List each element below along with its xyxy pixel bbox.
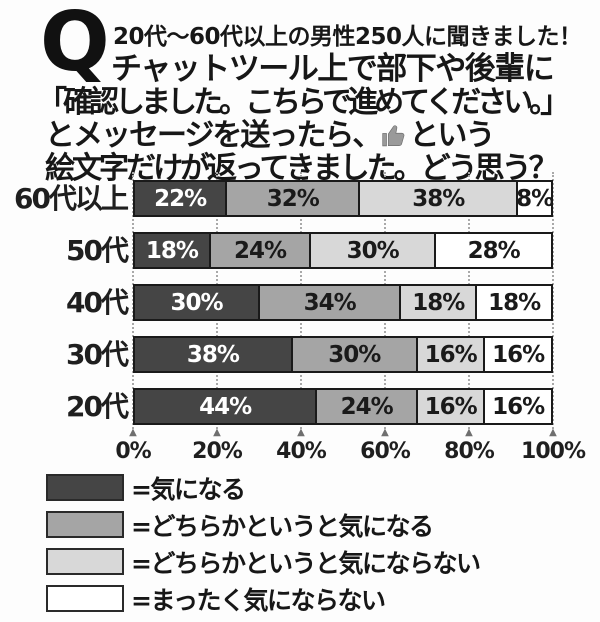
chart-row-2: 40代 30% 34% 18% 18%	[0, 284, 600, 321]
x-tick-label: 40%	[276, 439, 327, 464]
stacked-bar: 22% 32% 38% 8%	[133, 180, 553, 217]
chart-row-1: 50代 18% 24% 30% 28%	[0, 232, 600, 269]
tick-arrow-icon: ▲	[381, 427, 389, 438]
age-group-label: 20代	[66, 390, 129, 423]
x-tick-label: 80%	[444, 439, 495, 464]
bar-segment: 16%	[417, 338, 486, 371]
legend-label: =どちらかというと気にならない	[131, 548, 481, 578]
age-group-label: 30代	[66, 338, 129, 371]
age-group-label: 60代以上	[14, 182, 129, 215]
legend-item-3: =まったく気にならない	[46, 585, 479, 615]
age-group-label: 40代	[66, 286, 129, 319]
bar-segment: 16%	[485, 390, 551, 423]
stacked-bar: 38% 30% 16% 16%	[133, 336, 553, 373]
bar-segment: 24%	[317, 390, 418, 423]
legend-label: =どちらかというと気になる	[131, 511, 434, 541]
legend-label: =まったく気にならない	[131, 585, 386, 615]
chart-legend: =気になる =どちらかというと気になる =どちらかというと気にならない =まったく気に…	[46, 474, 481, 622]
question-text-line-3: とメッセージを送ったら、 という	[45, 110, 495, 154]
legend-swatch	[46, 585, 124, 612]
bar-segment: 18%	[477, 286, 551, 319]
tick-arrow-icon: ▲	[549, 427, 557, 438]
tick-arrow-icon: ▲	[129, 427, 137, 438]
tick-arrow-icon: ▲	[297, 427, 305, 438]
legend-item-1: =どちらかというと気になる	[46, 511, 479, 541]
bar-segment: 30%	[135, 286, 260, 319]
question-text-line-2: 「確認しました。こちらで進めてください。」	[37, 85, 570, 120]
bar-segment: 16%	[417, 390, 486, 423]
question-text-before-emoji: とメッセージを送ったら、	[45, 118, 382, 153]
thumbs-up-icon	[381, 122, 408, 149]
legend-label: =気になる	[131, 474, 246, 504]
bar-segment: 44%	[135, 390, 318, 423]
gridline-100pct	[552, 172, 554, 436]
age-group-label: 50代	[66, 234, 129, 267]
legend-swatch	[46, 474, 124, 501]
question-text-line-1: チャットツール上で部下や後輩に	[111, 51, 555, 87]
question-mark-logo: Q	[40, 0, 110, 90]
bar-segment: 16%	[485, 338, 551, 371]
legend-swatch	[46, 548, 124, 575]
bar-segment: 22%	[135, 182, 228, 215]
question-text-after-emoji: という	[409, 118, 495, 153]
legend-item-2: =どちらかというと気にならない	[46, 548, 481, 578]
x-axis: ▲ 0% ▲ 20% ▲ 40% ▲ 60% ▲ 80% ▲ 100%	[115, 427, 586, 468]
legend-swatch	[46, 511, 124, 538]
bar-segment: 18%	[135, 234, 211, 267]
bar-segment: 38%	[360, 182, 519, 215]
bar-segment: 30%	[311, 234, 437, 267]
x-tick-label: 60%	[360, 439, 411, 464]
stacked-bar: 30% 34% 18% 18%	[133, 284, 553, 321]
bar-segment: 24%	[210, 234, 312, 267]
chart-row-0: 60代以上 22% 32% 38% 8%	[0, 180, 600, 217]
x-tick-label: 20%	[192, 439, 243, 464]
stacked-bar-chart: 60代以上 22% 32% 38% 8% 50代 18% 24% 30% 28% 40代 30% 34%…	[0, 172, 600, 472]
chart-row-3: 30代 38% 30% 16% 16%	[0, 336, 600, 373]
bar-segment: 28%	[436, 234, 551, 267]
x-tick-label: 100%	[521, 439, 586, 464]
stacked-bar: 44% 24% 16% 16%	[133, 388, 553, 425]
bar-segment: 30%	[292, 338, 418, 371]
bar-segment: 38%	[135, 338, 293, 371]
bar-segment: 32%	[227, 182, 361, 215]
tick-arrow-icon: ▲	[213, 427, 221, 438]
bar-segment: 34%	[260, 286, 402, 319]
tick-arrow-icon: ▲	[465, 427, 473, 438]
bar-segment: 8%	[518, 182, 551, 215]
legend-item-0: =気になる	[46, 474, 479, 504]
survey-subtitle: 20代〜60代以上の男性250人に聞きました！	[113, 24, 582, 50]
bar-segment: 18%	[401, 286, 478, 319]
x-tick-label: 0%	[115, 439, 151, 464]
chart-row-4: 20代 44% 24% 16% 16%	[0, 388, 600, 425]
stacked-bar: 18% 24% 30% 28%	[133, 232, 553, 269]
chart-rows: 60代以上 22% 32% 38% 8% 50代 18% 24% 30% 28% 40代 30% 34%…	[0, 180, 600, 440]
